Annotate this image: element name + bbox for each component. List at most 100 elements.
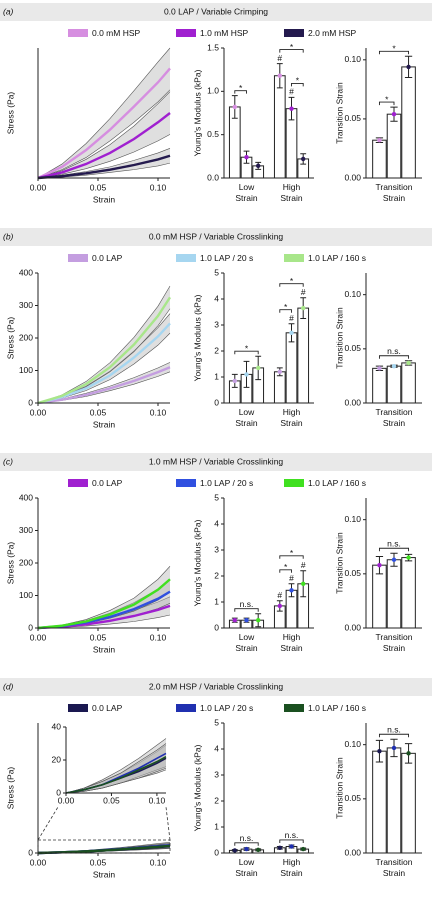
title-band: [0, 3, 432, 21]
panel-title: 1.0 mM HSP / Variable Crosslinking: [149, 456, 284, 466]
y-tick-label: 40: [52, 721, 62, 731]
legend-label: 1.0 LAP / 20 s: [200, 253, 253, 263]
y-tick-label: 0.5: [207, 129, 219, 139]
y-tick-label: 0.05: [344, 113, 361, 123]
mean-dot: [289, 844, 294, 849]
x-tick-label: 0.05: [90, 857, 107, 867]
y-tick-label: 0: [214, 622, 219, 632]
legend-label: 1.0 LAP / 160 s: [308, 253, 366, 263]
zoom-connector: [37, 806, 59, 841]
mean-dot: [301, 581, 306, 586]
x-tick-label: High Strain: [280, 182, 302, 203]
bar: [372, 564, 387, 629]
y-tick-label: 5: [214, 492, 219, 502]
y-tick-label: 0.00: [344, 172, 361, 182]
y-axis-label: Transition Strain: [334, 757, 344, 819]
legend-label: 0.0 LAP: [92, 253, 123, 263]
y-tick-label: 5: [214, 267, 219, 277]
panel-label: (b): [3, 231, 14, 241]
mean-dot: [377, 366, 382, 371]
mean-dot: [277, 845, 282, 850]
x-tick-label: 0.00: [30, 632, 47, 642]
bar: [273, 371, 286, 404]
x-tick-label: 0.00: [30, 857, 47, 867]
bracket-label: *: [392, 44, 396, 54]
mean-dot: [232, 848, 237, 853]
y-tick-label: 400: [19, 267, 33, 277]
mean-dot: [244, 846, 249, 852]
legend-swatch: [176, 704, 196, 712]
mean-dot: [256, 163, 261, 169]
band-edge: [37, 91, 171, 179]
x-tick-label: 0.10: [150, 407, 167, 417]
y-tick-label: 0: [28, 397, 33, 407]
bracket-label: *: [290, 42, 294, 52]
significance-mark: #: [277, 53, 282, 63]
x-tick-label: High Strain: [280, 407, 302, 428]
legend-label: 0.0 LAP: [92, 703, 123, 713]
legend-label: 1.0 LAP / 20 s: [200, 478, 253, 488]
y-tick-label: 2: [214, 795, 219, 805]
mean-dot: [277, 369, 282, 374]
mean-dot: [377, 562, 382, 568]
x-tick-label: 0.05: [90, 407, 107, 417]
mean-line: [37, 67, 171, 180]
mean-line: [37, 844, 171, 855]
mean-dot: [289, 588, 294, 593]
mean-dot: [232, 378, 237, 384]
y-tick-label: 1: [214, 596, 219, 606]
y-tick-label: 3: [214, 544, 219, 554]
mean-dot: [406, 360, 411, 366]
bracket: [279, 309, 292, 313]
axes: [223, 723, 314, 854]
bracket-label: n.s.: [387, 725, 401, 735]
y-tick-label: 0: [28, 847, 33, 857]
y-tick-label: 1.0: [207, 86, 219, 96]
x-tick-label: Low Strain: [235, 857, 257, 878]
mean-dot: [277, 73, 282, 78]
significance-mark: #: [301, 287, 306, 297]
title-band: [0, 453, 432, 471]
bar: [386, 365, 402, 404]
x-tick-label: 0.05: [90, 632, 107, 642]
mean-dot: [377, 137, 382, 143]
x-axis-label: Strain: [93, 194, 115, 204]
mean-dot: [277, 603, 282, 609]
x-tick-label: 0.00: [30, 407, 47, 417]
x-tick-label: 0.10: [149, 795, 166, 805]
bracket: [234, 350, 259, 355]
y-tick-label: 0.10: [344, 54, 361, 64]
panel-label: (c): [3, 456, 13, 466]
legend-label: 1.0 LAP / 20 s: [200, 703, 253, 713]
bracket: [378, 355, 410, 359]
x-tick-label: High Strain: [280, 632, 302, 653]
x-tick-label: Low Strain: [235, 182, 257, 203]
bar: [386, 113, 402, 179]
band-edge: [65, 767, 167, 794]
y-tick-label: 0: [56, 787, 61, 797]
bracket: [234, 608, 259, 612]
mean-dot: [244, 618, 249, 623]
bar: [401, 557, 416, 629]
y-axis-label: Stress (Pa): [5, 542, 15, 585]
y-axis-label: Young's Modulus (kPa): [192, 519, 202, 606]
x-tick-label: 0.00: [58, 795, 75, 805]
y-tick-label: 0.00: [344, 847, 361, 857]
panel-title: 0.0 LAP / Variable Crimping: [164, 6, 268, 16]
y-tick-label: 5: [214, 717, 219, 727]
bracket-label: n.s.: [240, 599, 254, 609]
significance-mark: #: [289, 87, 294, 97]
y-tick-label: 4: [214, 518, 219, 528]
x-tick-label: Low Strain: [235, 407, 257, 428]
y-tick-label: 1: [214, 821, 219, 831]
bracket-label: *: [385, 94, 389, 104]
x-tick-label: 0.10: [150, 182, 167, 192]
y-tick-label: 20: [52, 754, 62, 764]
mean-dot: [244, 155, 249, 160]
y-axis-label: Young's Modulus (kPa): [192, 744, 202, 831]
bracket-label: *: [284, 562, 288, 572]
bracket: [279, 555, 304, 559]
bracket-label: *: [239, 83, 243, 93]
x-tick-label: High Strain: [280, 857, 302, 878]
y-tick-label: 0.10: [344, 289, 361, 299]
